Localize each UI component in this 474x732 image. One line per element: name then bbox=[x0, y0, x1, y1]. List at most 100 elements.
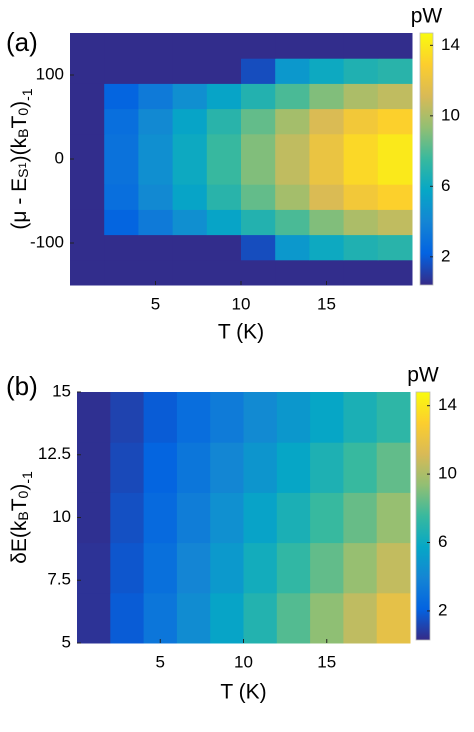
heatmap-cell bbox=[104, 234, 139, 261]
y-tick-label: 12.5 bbox=[38, 444, 71, 463]
heatmap-cell bbox=[176, 392, 211, 443]
y-axis-label: (μ - ES1)(kBT0)-1 bbox=[8, 88, 35, 229]
heatmap-cell bbox=[241, 209, 276, 236]
heatmap-cell bbox=[138, 83, 174, 110]
y-axis-label-part: δE(k bbox=[8, 520, 31, 564]
heatmap-cell bbox=[310, 392, 344, 443]
heatmap-cell bbox=[376, 492, 411, 544]
panel-label: (b) bbox=[6, 371, 38, 401]
x-tick-label: 5 bbox=[151, 294, 160, 313]
heatmap-cell bbox=[343, 184, 379, 210]
heatmap-cell bbox=[104, 209, 139, 236]
heatmap-cell bbox=[377, 83, 413, 110]
heatmap-cell bbox=[243, 392, 278, 443]
heatmap-cell bbox=[104, 83, 139, 110]
colorbar-tick-label: 6 bbox=[441, 176, 450, 195]
heatmap-cell bbox=[377, 108, 413, 135]
heatmap-cell bbox=[376, 542, 411, 594]
heatmap-cell bbox=[343, 492, 378, 544]
heatmap-cell bbox=[310, 592, 344, 644]
heatmap-cell bbox=[309, 184, 345, 210]
heatmap-cell bbox=[77, 542, 111, 594]
heatmap-cell bbox=[310, 492, 344, 544]
y-axis-label-part: S bbox=[15, 168, 31, 177]
heatmap-cell bbox=[110, 592, 145, 644]
heatmap-cell bbox=[275, 209, 310, 236]
y-axis-label-part: 0 bbox=[15, 108, 31, 116]
heatmap-cell bbox=[243, 542, 278, 594]
heatmap-cell bbox=[77, 492, 111, 544]
heatmap-cell bbox=[138, 159, 174, 185]
heatmap-cell bbox=[104, 108, 139, 135]
heatmap-cell bbox=[70, 33, 105, 59]
heatmap-cell bbox=[138, 33, 174, 59]
heatmap-cell bbox=[241, 58, 276, 84]
x-axis-label: T (K) bbox=[220, 681, 266, 704]
y-axis-label-part: -1 bbox=[19, 88, 35, 101]
heatmap-cell bbox=[275, 234, 310, 261]
x-axis-label: T (K) bbox=[218, 321, 264, 344]
heatmap-cell bbox=[210, 592, 244, 644]
heatmap-cell bbox=[343, 442, 378, 493]
y-axis-label: δE(kBT0)-1 bbox=[8, 471, 35, 564]
heatmap-cell bbox=[172, 209, 208, 236]
heatmap-cell bbox=[104, 184, 139, 210]
heatmap-cell bbox=[206, 33, 242, 59]
heatmap-cell bbox=[377, 159, 413, 185]
heatmap-cell bbox=[275, 159, 310, 185]
heatmap-cell bbox=[241, 259, 276, 286]
heatmap-cell bbox=[241, 83, 276, 110]
heatmap-cell bbox=[377, 184, 413, 210]
heatmap-cell bbox=[376, 392, 411, 443]
heatmap-cell bbox=[138, 234, 174, 261]
heatmap-cell bbox=[104, 58, 139, 84]
heatmap-cell bbox=[110, 542, 145, 594]
heatmap-cell bbox=[309, 108, 345, 135]
heatmap-cell bbox=[70, 83, 105, 110]
heatmap-cell bbox=[243, 592, 278, 644]
heatmap-cell bbox=[70, 108, 105, 135]
heatmap-cell bbox=[343, 108, 379, 135]
heatmap-cell bbox=[376, 592, 411, 644]
colorbar-tick-label: 14 bbox=[441, 35, 460, 54]
heatmap-cell bbox=[138, 133, 174, 160]
y-tick-label: 5 bbox=[62, 632, 71, 651]
heatmap-cell bbox=[138, 184, 174, 210]
heatmap-cell bbox=[206, 234, 242, 261]
heatmap-cell bbox=[110, 392, 145, 443]
y-tick-label: 100 bbox=[36, 64, 64, 83]
colorbar-tick-label: 14 bbox=[438, 395, 457, 414]
heatmap-cell bbox=[110, 442, 145, 493]
heatmap-cell bbox=[343, 542, 378, 594]
y-axis-label-part: T bbox=[8, 116, 31, 129]
heatmap-cell bbox=[176, 592, 211, 644]
heatmap-cell bbox=[377, 209, 413, 236]
x-tick-label: 10 bbox=[232, 294, 251, 313]
heatmap-cell bbox=[241, 133, 276, 160]
heatmap-cell bbox=[206, 83, 242, 110]
heatmap-cell bbox=[275, 58, 310, 84]
colorbar-tick-label: 2 bbox=[438, 600, 447, 619]
heatmap-cell bbox=[143, 542, 178, 594]
heatmap-cell bbox=[172, 259, 208, 286]
heatmap-cell bbox=[206, 259, 242, 286]
heatmap-cell bbox=[241, 234, 276, 261]
colorbar bbox=[415, 391, 431, 641]
heatmap-cell bbox=[309, 133, 345, 160]
heatmap-cell bbox=[206, 58, 242, 84]
heatmap-cell bbox=[70, 184, 105, 210]
heatmap-cell bbox=[143, 492, 178, 544]
heatmap-cell bbox=[241, 159, 276, 185]
heatmap-cell bbox=[309, 234, 345, 261]
heatmap-cell bbox=[206, 184, 242, 210]
colorbar-tick-label: 10 bbox=[441, 105, 460, 124]
heatmap-cell bbox=[309, 83, 345, 110]
heatmap-cell bbox=[172, 108, 208, 135]
heatmap-cell bbox=[343, 83, 379, 110]
heatmap-cell bbox=[104, 159, 139, 185]
heatmap-cell bbox=[143, 592, 178, 644]
heatmap-cell bbox=[343, 58, 379, 84]
heatmap-cell bbox=[172, 58, 208, 84]
heatmap-cell bbox=[309, 159, 345, 185]
